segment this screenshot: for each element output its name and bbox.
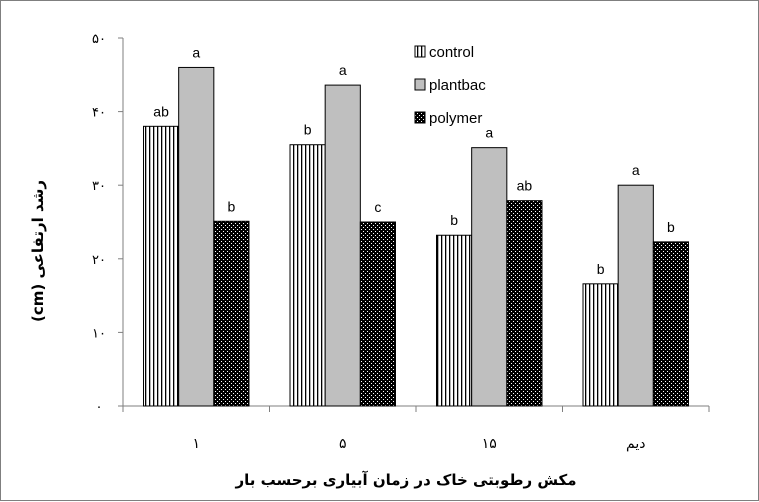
bar-polymer [359, 221, 396, 407]
data-label: c [374, 199, 381, 215]
bar-control [582, 283, 619, 407]
bar-control [143, 125, 180, 407]
data-label: b [450, 212, 458, 228]
bar-plantbac [617, 184, 654, 407]
y-tick-label: ۲۰ [92, 253, 106, 268]
bar-polymer [652, 241, 689, 407]
y-tick-label: ۳۰ [92, 179, 106, 194]
y-tick-label: ۱۰ [92, 326, 106, 341]
legend-label: plantbac [429, 77, 486, 94]
data-label: b [667, 219, 675, 235]
data-label: ab [517, 178, 533, 194]
y-axis-title: رشد ارتفاعی (cm) [29, 180, 47, 322]
y-tick-label: ۰ [96, 400, 103, 415]
axes: ۰ ۱۰ ۲۰ ۳۰ ۴۰ ۵۰ ١ ۵ ۱۵ دیم [92, 32, 710, 452]
bar-control [289, 144, 326, 407]
x-axis-title: مکش رطوبتی خاک در زمان آبیاری برحسب بار [234, 471, 576, 489]
legend-label: polymer [429, 110, 482, 127]
y-tick-label: ۵۰ [92, 32, 106, 47]
y-tick-label: ۴۰ [92, 106, 106, 121]
legend-swatch-control [414, 45, 426, 58]
bar-plantbac [324, 84, 361, 407]
data-label: b [228, 198, 236, 214]
x-tick-label: ١ [192, 436, 200, 452]
legend-swatch-polymer [414, 111, 426, 124]
legend-swatch-plantbac [414, 78, 426, 91]
bars [143, 66, 689, 407]
bar-control [436, 234, 473, 407]
x-tick-label: دیم [626, 436, 645, 452]
x-tick-label: ۱۵ [482, 436, 497, 452]
data-label: ab [153, 103, 169, 119]
legend-label: control [429, 44, 474, 61]
x-tick-label: ۵ [339, 436, 347, 452]
data-label: b [597, 261, 605, 277]
legend: control plantbac polymer [414, 44, 486, 127]
data-label: a [632, 162, 640, 178]
data-label: b [304, 122, 312, 138]
bar-plantbac [178, 66, 215, 407]
bar-plantbac [471, 147, 508, 407]
bar-polymer [213, 220, 250, 407]
data-label: a [192, 44, 200, 60]
data-label: a [339, 62, 347, 78]
data-label: a [485, 125, 493, 141]
bar-polymer [506, 200, 543, 407]
